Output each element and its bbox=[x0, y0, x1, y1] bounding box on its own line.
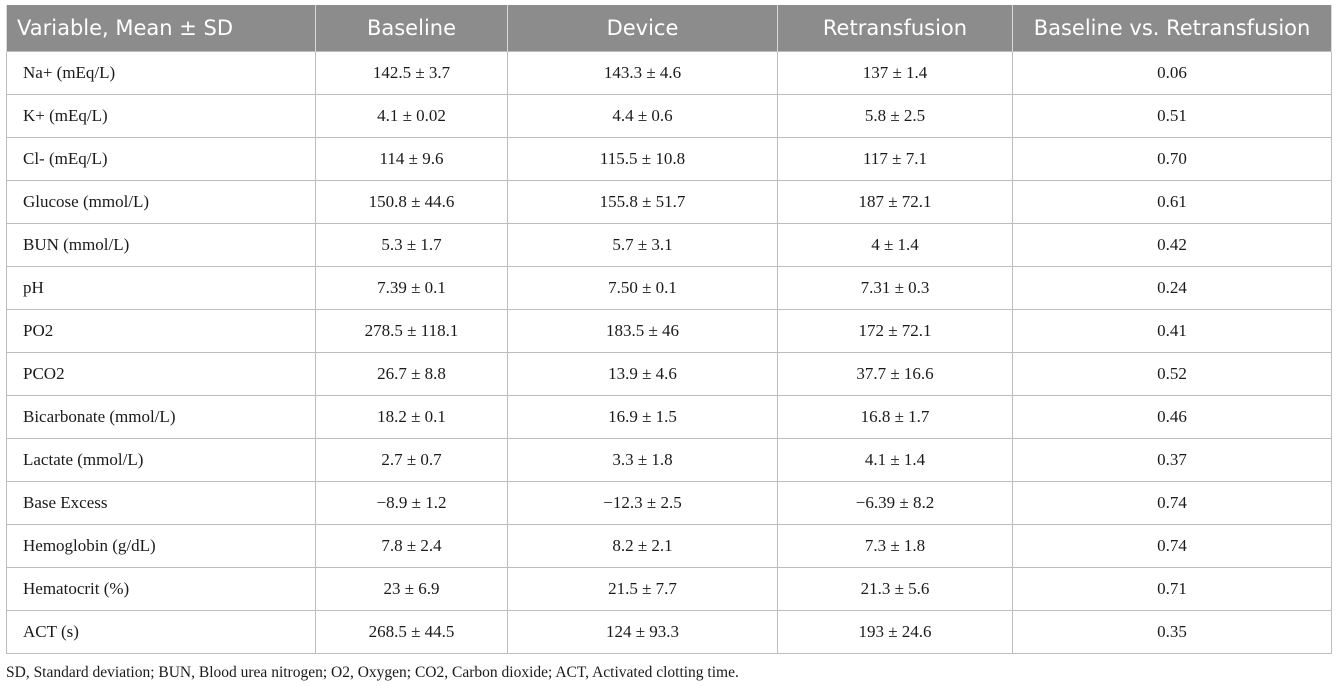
table-row: pH 7.39 ± 0.1 7.50 ± 0.1 7.31 ± 0.3 0.24 bbox=[6, 266, 1332, 310]
baseline-cell: 2.7 ± 0.7 bbox=[315, 438, 508, 482]
variable-cell: Base Excess bbox=[6, 481, 316, 525]
table-row: Glucose (mmol/L) 150.8 ± 44.6 155.8 ± 51.7… bbox=[6, 180, 1332, 224]
device-cell: 8.2 ± 2.1 bbox=[507, 524, 778, 568]
device-cell: 183.5 ± 46 bbox=[507, 309, 778, 353]
p-value-cell: 0.74 bbox=[1012, 524, 1332, 568]
table-row: BUN (mmol/L) 5.3 ± 1.7 5.7 ± 3.1 4 ± 1.4 0.4… bbox=[6, 223, 1332, 267]
variable-cell: Lactate (mmol/L) bbox=[6, 438, 316, 482]
p-value-cell: 0.24 bbox=[1012, 266, 1332, 310]
variable-cell: Hematocrit (%) bbox=[6, 567, 316, 611]
device-cell: 115.5 ± 10.8 bbox=[507, 137, 778, 181]
retransfusion-cell: 172 ± 72.1 bbox=[777, 309, 1013, 353]
baseline-cell: 142.5 ± 3.7 bbox=[315, 51, 508, 95]
variable-cell: Hemoglobin (g/dL) bbox=[6, 524, 316, 568]
table-header: Variable, Mean ± SD Baseline Device Retr… bbox=[6, 5, 1332, 52]
table-row: Hematocrit (%) 23 ± 6.9 21.5 ± 7.7 21.3 ± 5… bbox=[6, 567, 1332, 611]
baseline-cell: 7.8 ± 2.4 bbox=[315, 524, 508, 568]
header-variable: Variable, Mean ± SD bbox=[6, 5, 316, 52]
table-row: Lactate (mmol/L) 2.7 ± 0.7 3.3 ± 1.8 4.1 ± … bbox=[6, 438, 1332, 482]
baseline-cell: 5.3 ± 1.7 bbox=[315, 223, 508, 267]
device-cell: 4.4 ± 0.6 bbox=[507, 94, 778, 138]
variable-cell: PCO2 bbox=[6, 352, 316, 396]
header-row: Variable, Mean ± SD Baseline Device Retr… bbox=[6, 5, 1332, 52]
retransfusion-cell: 117 ± 7.1 bbox=[777, 137, 1013, 181]
p-value-cell: 0.61 bbox=[1012, 180, 1332, 224]
data-table: Variable, Mean ± SD Baseline Device Retr… bbox=[6, 5, 1332, 654]
retransfusion-cell: 193 ± 24.6 bbox=[777, 610, 1013, 654]
baseline-cell: 18.2 ± 0.1 bbox=[315, 395, 508, 439]
variable-cell: K+ (mEq/L) bbox=[6, 94, 316, 138]
header-comparison: Baseline vs. Retransfusion bbox=[1012, 5, 1332, 52]
retransfusion-cell: 7.3 ± 1.8 bbox=[777, 524, 1013, 568]
device-cell: 21.5 ± 7.7 bbox=[507, 567, 778, 611]
table-row: Bicarbonate (mmol/L) 18.2 ± 0.1 16.9 ± 1.5… bbox=[6, 395, 1332, 439]
p-value-cell: 0.74 bbox=[1012, 481, 1332, 525]
header-baseline: Baseline bbox=[315, 5, 508, 52]
variable-cell: Bicarbonate (mmol/L) bbox=[6, 395, 316, 439]
table-row: PCO2 26.7 ± 8.8 13.9 ± 4.6 37.7 ± 16.6 0.52 bbox=[6, 352, 1332, 396]
retransfusion-cell: 137 ± 1.4 bbox=[777, 51, 1013, 95]
variable-cell: Cl- (mEq/L) bbox=[6, 137, 316, 181]
baseline-cell: 268.5 ± 44.5 bbox=[315, 610, 508, 654]
retransfusion-cell: 4 ± 1.4 bbox=[777, 223, 1013, 267]
p-value-cell: 0.71 bbox=[1012, 567, 1332, 611]
baseline-cell: 278.5 ± 118.1 bbox=[315, 309, 508, 353]
device-cell: 7.50 ± 0.1 bbox=[507, 266, 778, 310]
baseline-cell: 23 ± 6.9 bbox=[315, 567, 508, 611]
table-row: K+ (mEq/L) 4.1 ± 0.02 4.4 ± 0.6 5.8 ± 2.5 0.… bbox=[6, 94, 1332, 138]
table-row: Base Excess −8.9 ± 1.2 −12.3 ± 2.5 −6.39 ± … bbox=[6, 481, 1332, 525]
table-row: Cl- (mEq/L) 114 ± 9.6 115.5 ± 10.8 117 ± 7.… bbox=[6, 137, 1332, 181]
baseline-cell: 7.39 ± 0.1 bbox=[315, 266, 508, 310]
variable-cell: Na+ (mEq/L) bbox=[6, 51, 316, 95]
variable-cell: Glucose (mmol/L) bbox=[6, 180, 316, 224]
table-footnote: SD, Standard deviation; BUN, Blood urea … bbox=[6, 664, 739, 681]
device-cell: 3.3 ± 1.8 bbox=[507, 438, 778, 482]
retransfusion-cell: 7.31 ± 0.3 bbox=[777, 266, 1013, 310]
device-cell: 155.8 ± 51.7 bbox=[507, 180, 778, 224]
p-value-cell: 0.35 bbox=[1012, 610, 1332, 654]
p-value-cell: 0.46 bbox=[1012, 395, 1332, 439]
retransfusion-cell: 4.1 ± 1.4 bbox=[777, 438, 1013, 482]
device-cell: 5.7 ± 3.1 bbox=[507, 223, 778, 267]
p-value-cell: 0.52 bbox=[1012, 352, 1332, 396]
p-value-cell: 0.37 bbox=[1012, 438, 1332, 482]
retransfusion-cell: −6.39 ± 8.2 bbox=[777, 481, 1013, 525]
p-value-cell: 0.41 bbox=[1012, 309, 1332, 353]
device-cell: −12.3 ± 2.5 bbox=[507, 481, 778, 525]
variable-cell: PO2 bbox=[6, 309, 316, 353]
data-table-container: Variable, Mean ± SD Baseline Device Retr… bbox=[6, 5, 1332, 654]
p-value-cell: 0.51 bbox=[1012, 94, 1332, 138]
variable-cell: BUN (mmol/L) bbox=[6, 223, 316, 267]
table-row: ACT (s) 268.5 ± 44.5 124 ± 93.3 193 ± 24.6 0… bbox=[6, 610, 1332, 654]
baseline-cell: 4.1 ± 0.02 bbox=[315, 94, 508, 138]
retransfusion-cell: 187 ± 72.1 bbox=[777, 180, 1013, 224]
device-cell: 124 ± 93.3 bbox=[507, 610, 778, 654]
baseline-cell: 150.8 ± 44.6 bbox=[315, 180, 508, 224]
p-value-cell: 0.70 bbox=[1012, 137, 1332, 181]
retransfusion-cell: 21.3 ± 5.6 bbox=[777, 567, 1013, 611]
device-cell: 16.9 ± 1.5 bbox=[507, 395, 778, 439]
variable-cell: ACT (s) bbox=[6, 610, 316, 654]
retransfusion-cell: 37.7 ± 16.6 bbox=[777, 352, 1013, 396]
table-row: PO2 278.5 ± 118.1 183.5 ± 46 172 ± 72.1 0.41 bbox=[6, 309, 1332, 353]
device-cell: 143.3 ± 4.6 bbox=[507, 51, 778, 95]
header-device: Device bbox=[507, 5, 778, 52]
device-cell: 13.9 ± 4.6 bbox=[507, 352, 778, 396]
table-row: Na+ (mEq/L) 142.5 ± 3.7 143.3 ± 4.6 137 ± 1… bbox=[6, 51, 1332, 95]
table-body: Na+ (mEq/L) 142.5 ± 3.7 143.3 ± 4.6 137 ± 1… bbox=[6, 51, 1332, 654]
baseline-cell: −8.9 ± 1.2 bbox=[315, 481, 508, 525]
baseline-cell: 26.7 ± 8.8 bbox=[315, 352, 508, 396]
p-value-cell: 0.42 bbox=[1012, 223, 1332, 267]
retransfusion-cell: 16.8 ± 1.7 bbox=[777, 395, 1013, 439]
variable-cell: pH bbox=[6, 266, 316, 310]
header-retransfusion: Retransfusion bbox=[777, 5, 1013, 52]
retransfusion-cell: 5.8 ± 2.5 bbox=[777, 94, 1013, 138]
p-value-cell: 0.06 bbox=[1012, 51, 1332, 95]
table-row: Hemoglobin (g/dL) 7.8 ± 2.4 8.2 ± 2.1 7.3 ±… bbox=[6, 524, 1332, 568]
baseline-cell: 114 ± 9.6 bbox=[315, 137, 508, 181]
